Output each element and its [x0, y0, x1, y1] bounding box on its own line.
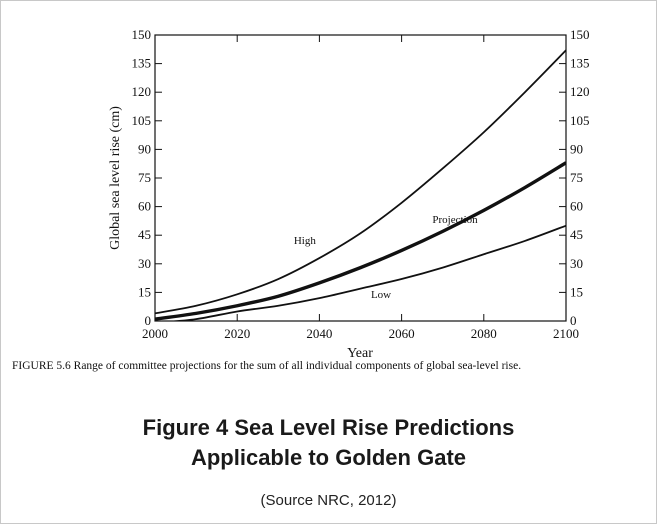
series-label-low: Low	[371, 289, 391, 301]
y-tick-label-left: 15	[138, 284, 151, 299]
y-tick-label-left: 75	[138, 170, 151, 185]
y-tick-label-left: 105	[132, 113, 152, 128]
y-tick-label-right: 120	[570, 84, 590, 99]
curves-group	[155, 49, 566, 321]
y-tick-label-right: 105	[570, 113, 590, 128]
plot-frame	[154, 34, 567, 322]
y-tick-label-left: 150	[132, 27, 152, 42]
x-tick-label: 2000	[142, 326, 168, 341]
y-tick-label-right: 75	[570, 170, 583, 185]
figure-title: Figure 4 Sea Level Rise Predictions Appl…	[1, 413, 656, 473]
y-tick-label-left: 60	[138, 199, 151, 214]
series-line-low	[167, 224, 566, 321]
y-tick-label-right: 15	[570, 284, 583, 299]
y-tick-label-left: 30	[138, 256, 151, 271]
figure-title-line-1: Figure 4 Sea Level Rise Predictions	[142, 415, 515, 440]
source-note: (Source NRC, 2012)	[260, 492, 397, 509]
x-tick-label: 2020	[224, 326, 250, 341]
x-tick-label: 2040	[306, 326, 332, 341]
y-tick-label-left: 120	[132, 84, 152, 99]
y-tick-label-right: 60	[570, 199, 583, 214]
ticks-group	[154, 34, 567, 322]
y-tick-label-right: 135	[570, 56, 590, 71]
series-label-projection: Projection	[432, 214, 478, 226]
y-tick-label-left: 135	[132, 56, 152, 71]
series-line-projection	[155, 161, 566, 321]
y-tick-label-right: 30	[570, 256, 583, 271]
curve-labels-group: High Projection Low	[294, 214, 478, 301]
y-tick-label-right: 0	[570, 313, 577, 328]
sea-level-chart: 0 15 30 45 60 75 90 105 120 135 150 0 15 30 45 60 75 90 10…	[108, 27, 590, 359]
series-label-high: High	[294, 235, 317, 247]
y-tick-label-right: 45	[570, 227, 583, 242]
figure-caption: FIGURE 5.6 Range of committee projection…	[12, 360, 522, 372]
y-tick-label-right: 150	[570, 27, 590, 42]
tick-labels-group: 0 15 30 45 60 75 90 105 120 135 150 0 15 30 45 60 75 90 10…	[132, 27, 590, 341]
x-tick-label: 2080	[471, 326, 497, 341]
x-axis-title: Year	[347, 346, 373, 359]
figure-title-line-2: Applicable to Golden Gate	[190, 445, 467, 470]
x-tick-label: 2100	[553, 326, 579, 341]
y-tick-label-left: 0	[145, 313, 152, 328]
y-tick-label-left: 90	[138, 141, 151, 156]
y-tick-label-left: 45	[138, 227, 151, 242]
y-tick-label-right: 90	[570, 141, 583, 156]
y-axis-title: Global sea level rise (cm)	[108, 106, 123, 250]
series-line-high	[155, 49, 566, 315]
x-tick-label: 2060	[389, 326, 415, 341]
